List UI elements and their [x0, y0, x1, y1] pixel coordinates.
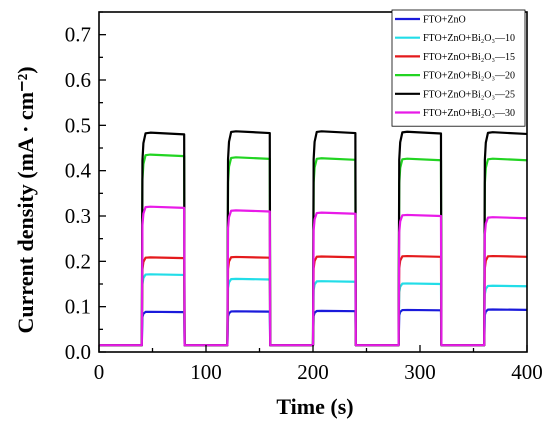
y-tick-label: 0.2 [65, 249, 91, 273]
y-tick-label: 0.6 [65, 68, 91, 92]
y-tick-label: 0.3 [65, 204, 91, 228]
legend-label: FTO+ZnO+Bi₂O₃—10 [423, 33, 515, 44]
y-tick-label: 0.4 [65, 159, 92, 183]
axes-layer: 0 100 200 300 400 0.0 0.1 0.2 0.3 0.4 0.5 0.6 0.7 [65, 11, 543, 384]
legend-label: FTO+ZnO+Bi₂O₃—15 [423, 52, 515, 63]
y-tick-label: 0.7 [65, 23, 91, 47]
x-tick-label: 200 [297, 360, 329, 384]
legend-label: FTO+ZnO+Bi₂O₃—25 [423, 89, 515, 100]
x-tick-label: 100 [190, 360, 222, 384]
x-axis-title: Time (s) [276, 394, 353, 419]
legend-label: FTO+ZnO [423, 15, 466, 26]
series-line-6 [99, 205, 527, 347]
legend-label: FTO+ZnO+Bi₂O₃—30 [423, 108, 515, 119]
y-tick-label: 0.5 [65, 113, 91, 137]
x-tick-label: 400 [511, 360, 543, 384]
legend-box [391, 9, 526, 127]
x-tick-label: 0 [94, 360, 105, 384]
legend: FTO+ZnO FTO+ZnO+Bi₂O₃—10 FTO+ZnO+Bi₂O₃—15 F… [391, 9, 526, 127]
x-tick-label: 300 [404, 360, 436, 384]
y-tick-label: 0.1 [65, 295, 91, 319]
y-tick-label: 0.0 [65, 340, 91, 364]
series-layer [99, 130, 527, 347]
y-axis-title: Current density (mA · cm⁻²) [13, 66, 38, 333]
legend-label: FTO+ZnO+Bi₂O₃—20 [423, 71, 515, 82]
